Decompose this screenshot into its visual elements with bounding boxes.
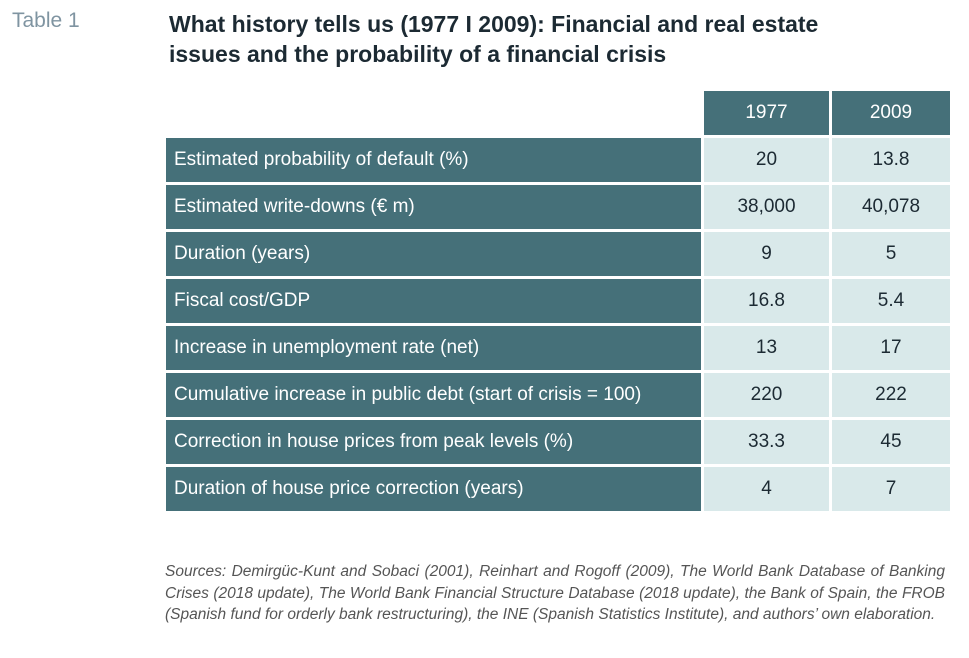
table-row: Estimated write-downs (€ m) 38,000 40,07… [166, 185, 950, 229]
table-title: What history tells us (1977 I 2009): Fin… [169, 9, 949, 69]
table-header-row: 1977 2009 [166, 91, 950, 135]
cell-1977: 13 [704, 326, 829, 370]
cell-2009: 13.8 [832, 138, 950, 182]
cell-1977: 9 [704, 232, 829, 276]
table-row: Duration (years) 9 5 [166, 232, 950, 276]
row-label: Duration of house price correction (year… [166, 467, 701, 511]
cell-1977: 20 [704, 138, 829, 182]
column-header-1977: 1977 [704, 91, 829, 135]
cell-1977: 220 [704, 373, 829, 417]
table-number-label: Table 1 [12, 9, 80, 32]
row-label: Duration (years) [166, 232, 701, 276]
cell-2009: 5.4 [832, 279, 950, 323]
cell-2009: 7 [832, 467, 950, 511]
row-label: Estimated write-downs (€ m) [166, 185, 701, 229]
cell-1977: 38,000 [704, 185, 829, 229]
table-row: Fiscal cost/GDP 16.8 5.4 [166, 279, 950, 323]
table-row: Increase in unemployment rate (net) 13 1… [166, 326, 950, 370]
crisis-comparison-table: 1977 2009 Estimated probability of defau… [163, 88, 953, 514]
row-label: Cumulative increase in public debt (star… [166, 373, 701, 417]
sources-note: Sources: Demirgüc-Kunt and Sobaci (2001)… [165, 563, 945, 623]
table-row: Duration of house price correction (year… [166, 467, 950, 511]
row-label: Correction in house prices from peak lev… [166, 420, 701, 464]
cell-2009: 45 [832, 420, 950, 464]
title-line-1: What history tells us (1977 I 2009): Fin… [169, 11, 819, 37]
column-header-2009: 2009 [832, 91, 950, 135]
cell-2009: 17 [832, 326, 950, 370]
title-line-2: issues and the probability of a financia… [169, 41, 667, 67]
cell-2009: 40,078 [832, 185, 950, 229]
table-row: Cumulative increase in public debt (star… [166, 373, 950, 417]
header-corner-cell [166, 91, 701, 135]
table-row: Correction in house prices from peak lev… [166, 420, 950, 464]
cell-1977: 4 [704, 467, 829, 511]
cell-2009: 222 [832, 373, 950, 417]
row-label: Increase in unemployment rate (net) [166, 326, 701, 370]
table-row: Estimated probability of default (%) 20 … [166, 138, 950, 182]
row-label: Fiscal cost/GDP [166, 279, 701, 323]
row-label: Estimated probability of default (%) [166, 138, 701, 182]
cell-1977: 33.3 [704, 420, 829, 464]
cell-2009: 5 [832, 232, 950, 276]
cell-1977: 16.8 [704, 279, 829, 323]
